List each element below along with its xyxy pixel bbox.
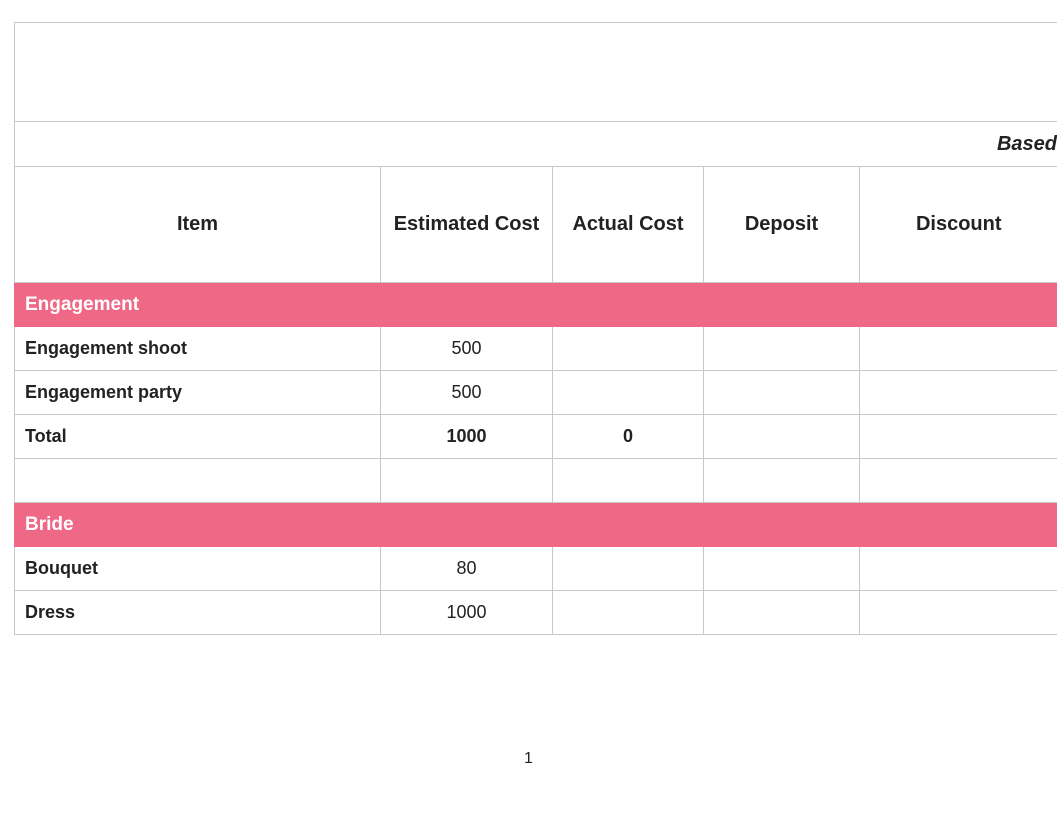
cell-total-actual: 0 [553,415,704,459]
spacer-row [15,459,1057,503]
cell-item: Bouquet [15,547,381,591]
budget-sheet: Based Item Estimated Cost Actual Cost De… [0,0,1057,817]
cell-discount [860,547,1057,591]
cell-estimated: 80 [381,547,553,591]
spacer-cell [704,459,860,503]
page-number: 1 [0,750,1057,768]
cell-discount [860,371,1057,415]
col-header-item: Item [15,167,381,283]
section-title: Bride [15,503,1057,547]
cell-actual [553,371,704,415]
based-header-text: Based [14,122,1057,166]
cell-deposit [704,591,860,635]
col-header-estimated: Estimated Cost [381,167,553,283]
cell-total-discount [860,415,1057,459]
cell-estimated: 500 [381,327,553,371]
cell-discount [860,327,1057,371]
spacer-cell [381,459,553,503]
cell-total-item: Total [15,415,381,459]
cell-estimated: 500 [381,371,553,415]
cell-total-estimated: 1000 [381,415,553,459]
section-header: Bride [15,503,1057,547]
table-row: Bouquet80 [15,547,1057,591]
table-header-row: Item Estimated Cost Actual Cost Deposit … [15,167,1057,283]
cell-item: Engagement party [15,371,381,415]
col-header-actual: Actual Cost [553,167,704,283]
col-header-discount: Discount [860,167,1057,283]
cell-item: Dress [15,591,381,635]
table-row: Engagement shoot500 [15,327,1057,371]
cell-actual [553,327,704,371]
spacer-cell [860,459,1057,503]
cell-discount [860,591,1057,635]
cell-deposit [704,547,860,591]
cell-actual [553,591,704,635]
cell-item: Engagement shoot [15,327,381,371]
table-row: Dress1000 [15,591,1057,635]
col-header-deposit: Deposit [704,167,860,283]
cell-estimated: 1000 [381,591,553,635]
cell-deposit [704,371,860,415]
cell-deposit [704,327,860,371]
spacer-cell [553,459,704,503]
section-header: Engagement [15,283,1057,327]
blank-header-region [14,22,1057,122]
cell-total-deposit [704,415,860,459]
total-row: Total10000 [15,415,1057,459]
budget-table-body: EngagementEngagement shoot500Engagement … [15,283,1057,635]
spacer-cell [15,459,381,503]
cell-actual [553,547,704,591]
table-row: Engagement party500 [15,371,1057,415]
section-title: Engagement [15,283,1057,327]
budget-table: Item Estimated Cost Actual Cost Deposit … [14,166,1057,635]
